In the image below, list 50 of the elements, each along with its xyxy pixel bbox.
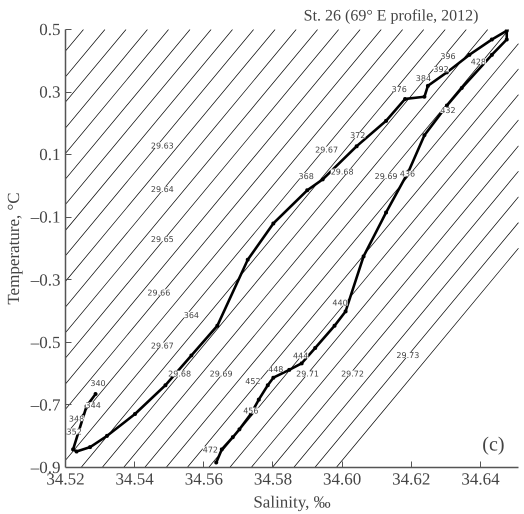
y-tick-label: 0.1 — [39, 145, 60, 164]
y-axis-title: Temperature, °C — [4, 192, 23, 305]
x-tick-label: 34.54 — [116, 470, 154, 488]
annotation: 440 — [332, 298, 348, 308]
annotation: 29.67 — [315, 146, 338, 155]
annotation: 29.66 — [147, 288, 170, 298]
annotation: 392 — [433, 65, 449, 74]
annotation: 29.65 — [150, 235, 174, 244]
x-tick-label: 34.56 — [184, 470, 223, 488]
annotation: 368 — [298, 172, 314, 181]
annotation: 29.67 — [150, 341, 174, 350]
annotation: 448 — [268, 364, 284, 374]
x-tick-label: 34.60 — [323, 470, 362, 488]
annotation: 384 — [416, 74, 432, 83]
annotation: 372 — [350, 131, 366, 140]
annotation: 29.71 — [296, 370, 320, 379]
x-tick-label: 34.64 — [461, 470, 500, 488]
annotation: 432 — [440, 106, 456, 115]
annotation: 376 — [392, 84, 407, 94]
annotation: 472 — [202, 445, 218, 454]
annotation: 452 — [245, 376, 261, 386]
annotation: 340 — [90, 379, 106, 388]
annotation: 348 — [68, 414, 84, 424]
x-tick-label: 34.62 — [392, 470, 430, 488]
annotation: 29.73 — [396, 350, 420, 360]
annotation: 444 — [293, 351, 308, 360]
annotation: 29.63 — [150, 141, 174, 150]
y-tick-label: 0.5 — [39, 20, 60, 39]
annotation: 396 — [440, 52, 456, 62]
annotation: 29.64 — [150, 185, 174, 194]
x-tick-label: 34.58 — [254, 470, 292, 488]
annotation: 29.68 — [330, 168, 354, 177]
annotation: 428 — [470, 57, 486, 66]
annotation: 436 — [400, 170, 416, 179]
annotation: 352 — [66, 428, 82, 437]
y-tick-label: –0.5 — [30, 332, 60, 352]
annotation: 29.69 — [210, 370, 233, 379]
y-tick-label: 0.3 — [39, 82, 60, 102]
x-axis-title: Salinity, ‰ — [253, 492, 331, 512]
annotation: 29.68 — [168, 370, 192, 379]
annotation: 344 — [86, 401, 101, 410]
y-tick-label: –0.7 — [30, 395, 61, 414]
annotation: (c) — [482, 434, 505, 456]
annotation: 364 — [184, 310, 200, 320]
annotation: 29.69 — [374, 172, 398, 181]
annotation: 456 — [243, 406, 258, 416]
y-tick-label: –0.1 — [30, 208, 60, 227]
y-tick-label: –0.3 — [30, 270, 60, 290]
chart-title: St. 26 (69° E profile, 2012) — [304, 8, 479, 24]
annotation: 29.72 — [341, 370, 364, 379]
